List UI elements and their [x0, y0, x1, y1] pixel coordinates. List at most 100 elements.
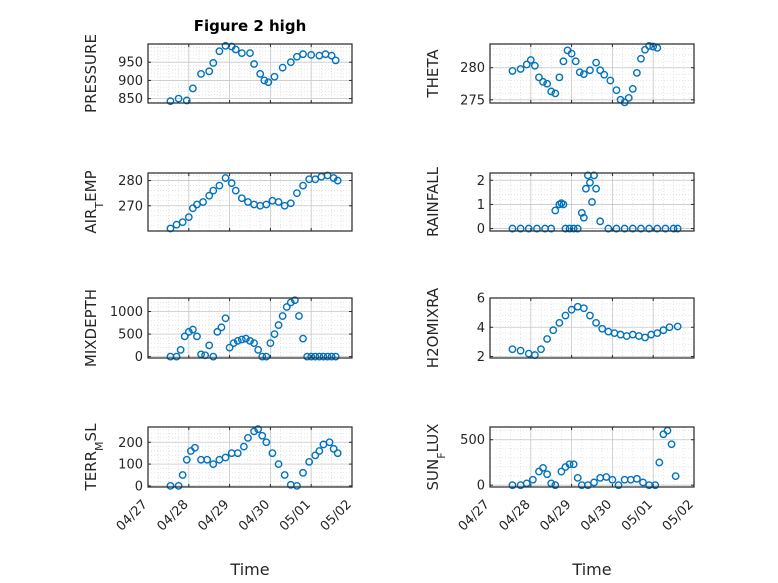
data-point [333, 176, 342, 185]
data-point [669, 224, 678, 233]
data-point [637, 224, 645, 233]
data-point [197, 69, 205, 78]
data-point [551, 206, 560, 215]
data-point [508, 481, 517, 490]
data-point [551, 481, 560, 490]
data-point [592, 58, 600, 67]
chart-title: Figure 2 high [194, 17, 307, 35]
data-point [176, 345, 185, 354]
data-point [299, 50, 307, 59]
data-point [286, 298, 295, 307]
axes-box [147, 426, 353, 488]
data-point [237, 335, 246, 344]
plot-mixdepth: 0 500 1000 MIXDEPTH [82, 289, 353, 367]
y-tick-label: 6 [477, 292, 485, 307]
data-point [628, 84, 637, 93]
data-point [262, 438, 271, 447]
data-point [221, 174, 230, 182]
data-point [174, 94, 183, 103]
data-point [602, 473, 611, 481]
y-tick-label: 2 [477, 350, 485, 365]
data-point [535, 73, 543, 82]
data-point [637, 54, 645, 63]
data-point [286, 199, 295, 208]
data-point [233, 449, 242, 458]
data-point [274, 460, 283, 468]
data-point [178, 471, 187, 479]
data-point [673, 224, 682, 233]
data-point [256, 69, 265, 78]
data-point [590, 478, 598, 487]
plot-rainfall: 0 1 2 RAINFALL [424, 166, 695, 237]
data-point [579, 213, 588, 222]
data-point [561, 224, 570, 233]
data-point [612, 86, 621, 95]
data-point [295, 312, 303, 320]
data-point [549, 326, 558, 335]
data-point [221, 453, 230, 462]
data-point [661, 224, 670, 233]
data-point [586, 311, 594, 320]
data-point [264, 78, 273, 87]
data-point [604, 224, 613, 233]
y-tick-label: 270 [118, 199, 143, 214]
data-point [651, 481, 660, 490]
y-tick-label: 900 [118, 74, 143, 89]
data-point [254, 425, 263, 434]
data-point [260, 76, 269, 85]
y-axis-label: TERRMSL [82, 423, 106, 492]
axes-box [489, 297, 695, 359]
data-point [671, 472, 680, 480]
data-point [307, 51, 316, 59]
axes-box [147, 43, 353, 104]
data-point [250, 60, 258, 68]
data-point [608, 475, 617, 484]
data-point [258, 352, 267, 361]
data-point [239, 442, 248, 451]
data-point [262, 200, 271, 209]
data-point [166, 482, 175, 490]
data-point [270, 72, 279, 81]
data-point [209, 186, 218, 195]
data-point [233, 336, 242, 345]
data-point [592, 318, 600, 327]
data-point [182, 455, 191, 464]
data-point [278, 63, 287, 72]
y-tick-label: 280 [460, 61, 485, 76]
y-tick-label: 950 [118, 56, 143, 71]
data-point [311, 352, 320, 361]
data-point [620, 224, 629, 233]
y-tick-label: 1 [477, 198, 485, 213]
data-point [299, 181, 307, 190]
data-point [290, 296, 299, 305]
data-point [182, 96, 191, 105]
data-point [209, 59, 218, 67]
data-point [567, 49, 576, 58]
data-point [522, 60, 531, 69]
x-axis-label: Time [229, 560, 269, 579]
y-tick-label: 100 [118, 458, 143, 473]
data-point [628, 224, 637, 233]
data-point [533, 224, 541, 233]
data-point [315, 447, 324, 455]
data-point [569, 224, 578, 233]
data-point [242, 334, 250, 343]
data-point [559, 200, 568, 209]
data-point [653, 329, 662, 338]
y-tick-label: 500 [460, 433, 485, 448]
axes-box [489, 172, 695, 232]
axes-box [489, 426, 695, 488]
y-axis-label: PRESSURE [82, 34, 100, 113]
axes-box [147, 297, 353, 359]
data-point [213, 327, 222, 336]
data-point [315, 352, 324, 361]
data-point [258, 431, 267, 440]
data-point [567, 305, 576, 314]
data-point [624, 93, 633, 102]
data-point [575, 68, 584, 77]
data-point [178, 218, 187, 227]
data-point [539, 464, 547, 472]
y-tick-label: 0 [477, 479, 485, 494]
data-point [559, 57, 568, 66]
data-point [579, 304, 588, 313]
